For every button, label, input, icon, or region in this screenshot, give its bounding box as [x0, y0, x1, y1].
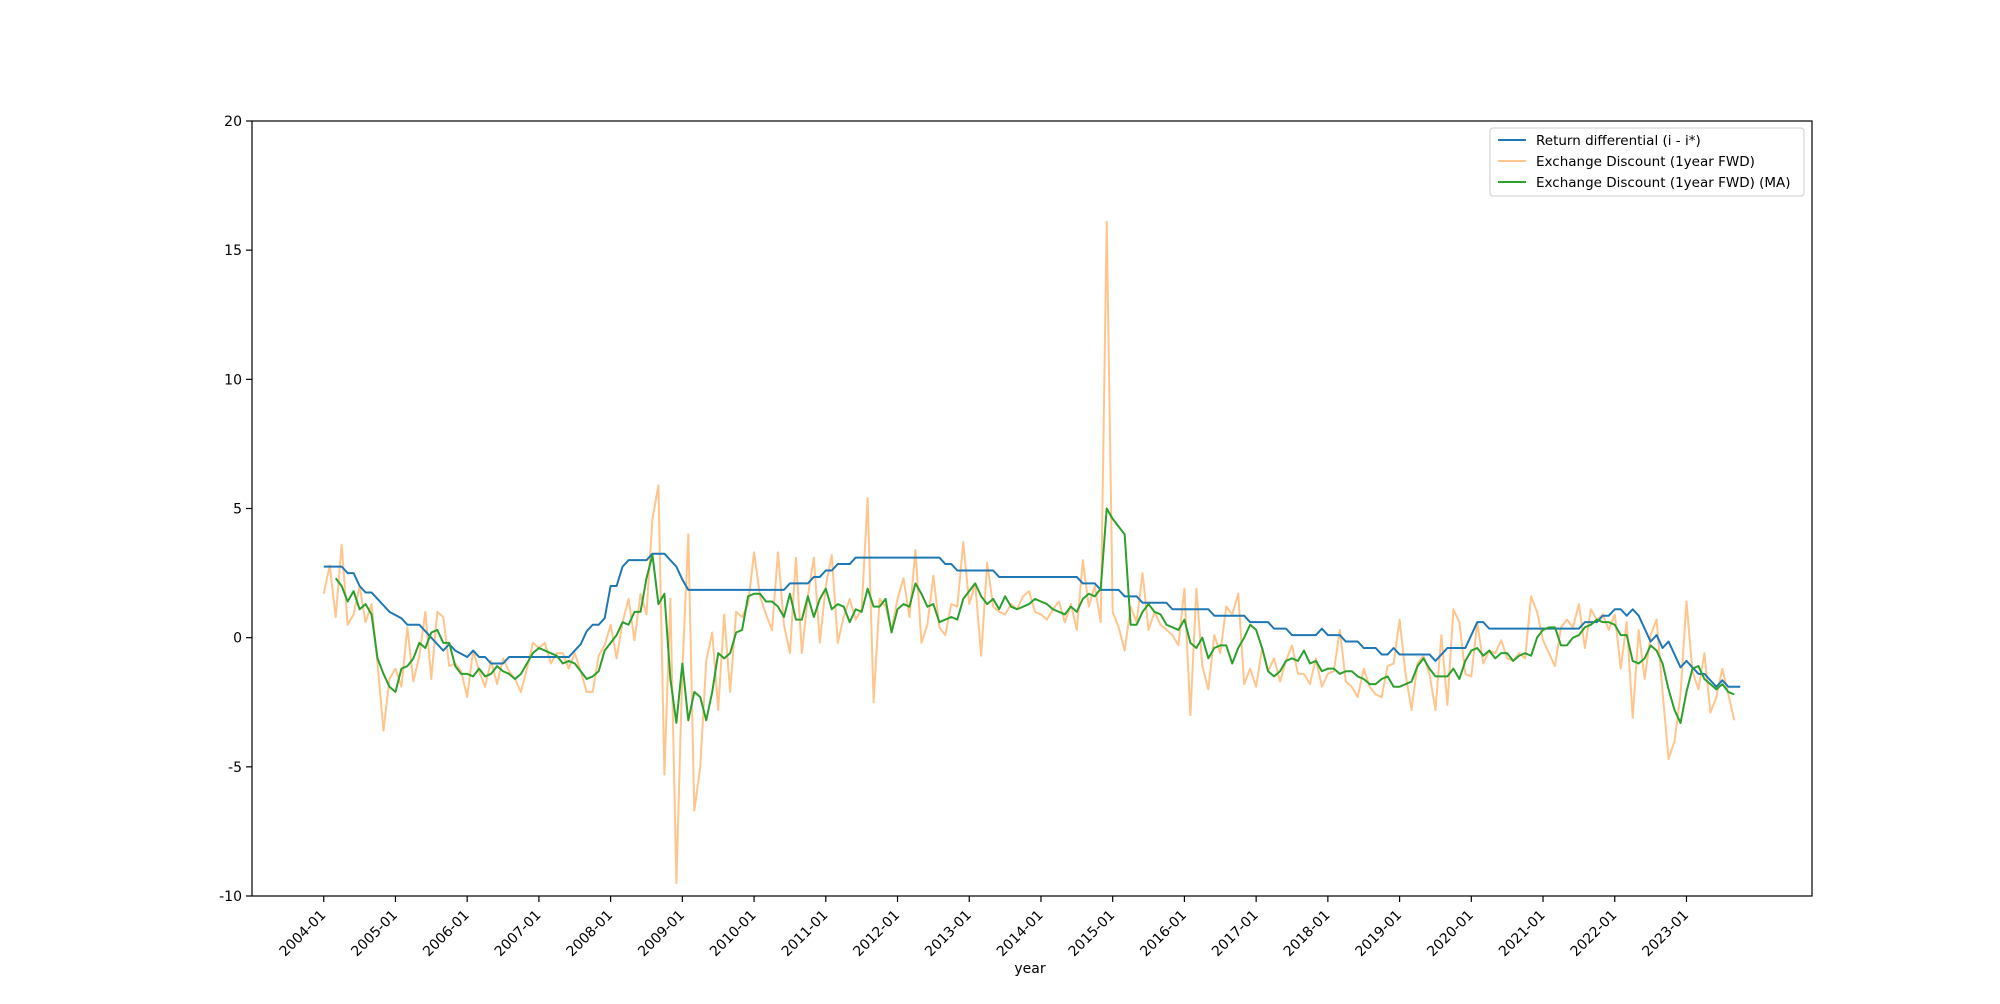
x-tick-label: 2008-01 [564, 907, 617, 960]
x-tick-label: 2007-01 [492, 907, 545, 960]
legend-label-1: Return differential (i - i*) [1536, 133, 1701, 149]
x-tick-label: 2023-01 [1639, 907, 1692, 960]
legend-box [1489, 127, 1805, 197]
y-tick-label: 20 [224, 114, 242, 130]
legend: Return differential (i - i*) Exchange Dis… [1489, 127, 1805, 197]
legend-label-2: Exchange Discount (1year FWD) [1536, 154, 1755, 170]
x-tick-label: 2018-01 [1281, 907, 1334, 960]
y-tick-label: 15 [224, 243, 242, 259]
series-line-2 [322, 220, 1736, 885]
plot-area [252, 121, 1812, 896]
series-line-3 [334, 507, 1735, 724]
x-tick-label: 2016-01 [1137, 907, 1190, 960]
x-tick-label: 2009-01 [635, 907, 688, 960]
y-tick-label: -5 [228, 760, 242, 776]
x-tick-label: 2020-01 [1424, 907, 1477, 960]
x-tick-label: 2019-01 [1353, 907, 1406, 960]
y-tick-label: 10 [224, 372, 242, 388]
x-tick-label: 2012-01 [850, 907, 903, 960]
x-axis-label: year [1014, 961, 1045, 977]
y-tick-label: 5 [233, 502, 242, 518]
x-tick-label: 2022-01 [1568, 907, 1621, 960]
x-tick-label: 2014-01 [994, 907, 1047, 960]
series-line-1 [323, 552, 1741, 688]
x-tick-label: 2006-01 [420, 907, 473, 960]
x-tick-label: 2011-01 [779, 907, 832, 960]
x-tick-label: 2010-01 [707, 907, 760, 960]
legend-label-3: Exchange Discount (1year FWD) (MA) [1536, 175, 1791, 191]
x-tick-label: 2017-01 [1209, 907, 1262, 960]
y-tick-label: 0 [233, 631, 242, 647]
x-tick-label: 2015-01 [1066, 907, 1119, 960]
x-tick-label: 2013-01 [922, 907, 975, 960]
series-layer [322, 220, 1741, 885]
y-tick-label: -10 [219, 889, 242, 905]
x-tick-label: 2005-01 [348, 907, 401, 960]
x-tick-label: 2004-01 [277, 907, 330, 960]
plot-background [252, 121, 1812, 896]
x-tick-label: 2021-01 [1496, 907, 1549, 960]
